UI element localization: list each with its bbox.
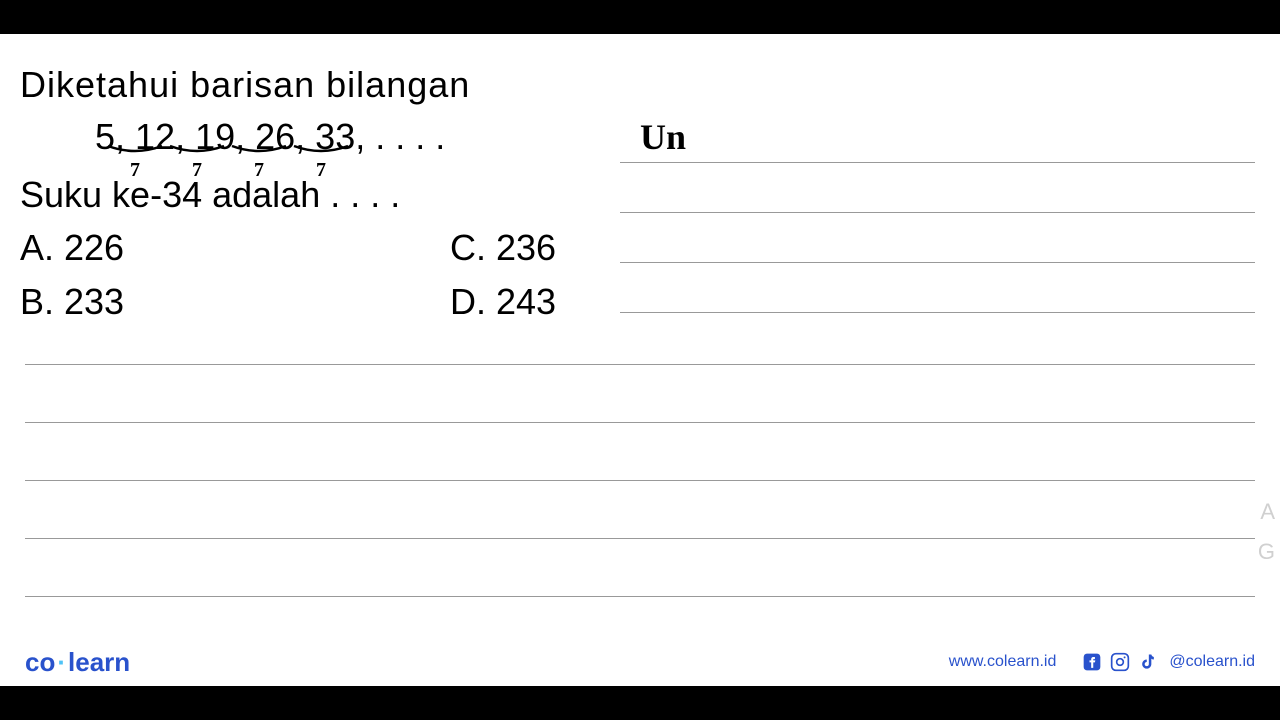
svg-text:7: 7 [192, 159, 202, 181]
logo-dot: · [57, 647, 66, 677]
instagram-icon[interactable] [1109, 651, 1131, 673]
option-a: A. 226 [20, 227, 124, 269]
logo-co: co [25, 647, 55, 677]
side-text-1: A [1260, 499, 1275, 525]
tiktok-icon[interactable] [1137, 651, 1159, 673]
ruled-line [620, 162, 1255, 163]
question-intro: Diketahui barisan bilangan [20, 64, 470, 106]
handwriting-un: Un [640, 116, 686, 158]
website-url[interactable]: www.colearn.id [949, 653, 1057, 671]
option-c: C. 236 [450, 227, 556, 269]
ruled-line [25, 596, 1255, 597]
brand-logo: co·learn [25, 647, 130, 678]
ruled-line [25, 422, 1255, 423]
footer-bar: co·learn www.colearn.id @colearn.id [0, 638, 1280, 686]
svg-text:7: 7 [130, 159, 140, 181]
ruled-line [620, 262, 1255, 263]
side-text-2: G [1258, 539, 1275, 565]
svg-text:7: 7 [316, 159, 326, 181]
ruled-line [25, 538, 1255, 539]
difference-annotation: 7 7 7 7 [100, 144, 400, 184]
ruled-line [25, 364, 1255, 365]
svg-text:7: 7 [254, 159, 264, 181]
ruled-line [620, 312, 1255, 313]
social-icons [1081, 651, 1159, 673]
logo-learn: learn [68, 647, 130, 677]
ruled-line [25, 480, 1255, 481]
option-b: B. 233 [20, 281, 124, 323]
ruled-line [620, 212, 1255, 213]
content-area: Diketahui barisan bilangan 5, 12, 19, 26… [0, 34, 1280, 686]
social-handle[interactable]: @colearn.id [1169, 653, 1255, 671]
option-d: D. 243 [450, 281, 556, 323]
facebook-icon[interactable] [1081, 651, 1103, 673]
footer-right: www.colearn.id @colearn.id [949, 651, 1255, 673]
